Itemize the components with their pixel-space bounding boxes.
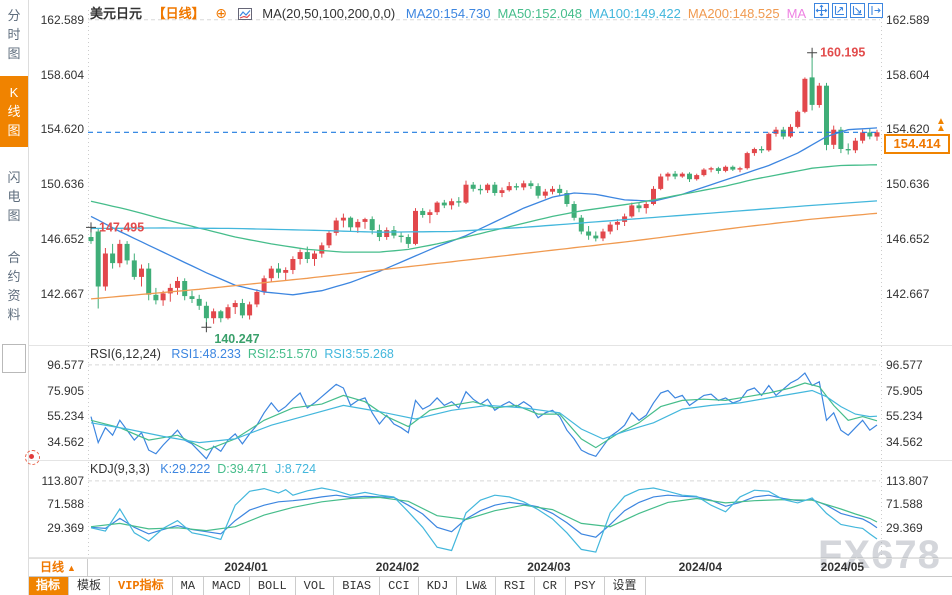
toolbar-tab-5[interactable]: BOLL	[250, 577, 296, 595]
sidebar-item-3[interactable]: 合约资料	[7, 250, 21, 322]
toolbar-tab-11[interactable]: RSI	[496, 577, 535, 595]
toolbar-tab-3[interactable]: MA	[173, 577, 205, 595]
sidebar-item-2[interactable]: 闪电图	[7, 170, 21, 223]
date-tick-3: 2024/04	[678, 560, 723, 574]
triangle-up-icon: ▲	[67, 563, 76, 573]
toolbar-tab-1[interactable]: 模板	[69, 577, 111, 595]
chart-toolbar-icons	[814, 3, 883, 18]
price-tick-right-4: 146.652	[886, 232, 930, 247]
scale-price-axis-icon[interactable]	[832, 3, 847, 18]
price-tick-left-5: 142.667	[40, 286, 84, 301]
kdj-values: K:29.222 D:39.471 J:8.724	[160, 462, 323, 476]
rsi-tick-right-2: 55.234	[886, 409, 923, 424]
price-tick-right-3: 150.636	[886, 177, 930, 192]
scale-time-axis-icon[interactable]	[850, 3, 865, 18]
date-tick-2: 2024/03	[527, 560, 571, 574]
rsi-value-1: RSI2:51.570	[247, 347, 318, 361]
toolbar-tab-2[interactable]: VIP指标	[110, 577, 173, 595]
kdj-tick-right-1: 71.588	[886, 497, 923, 512]
toolbar-tab-7[interactable]: BIAS	[334, 577, 381, 595]
sun-marker-icon[interactable]	[25, 450, 40, 465]
price-tick-left-4: 146.652	[40, 232, 84, 247]
toolbar-tab-4[interactable]: MACD	[204, 577, 250, 595]
bottom-toolbar: 指标 模板 VIP指标 MA MACD BOLL VOL BIAS CCI KDJ LW& RSI CR…	[0, 576, 952, 595]
svg-text:160.195: 160.195	[820, 46, 865, 60]
price-tick-left-3: 150.636	[40, 177, 84, 192]
date-tick-0: 2024/01	[224, 560, 268, 574]
price-tick-right-2: 154.620	[886, 122, 930, 137]
rsi-values: RSI1:48.233 RSI2:51.570 RSI3:55.268	[171, 347, 401, 361]
period-label: 【日线】	[152, 6, 205, 21]
toolbar-tab-8[interactable]: CCI	[380, 577, 419, 595]
kdj-header: KDJ(9,3,3) K:29.222 D:39.471 J:8.724	[90, 462, 330, 476]
rsi-tick-left-1: 75.905	[47, 383, 84, 398]
date-tick-4: 2024/05	[820, 560, 865, 574]
price-tick-right-5: 142.667	[886, 286, 930, 301]
current-price-tag: 154.414	[884, 134, 950, 155]
kdj-tick-left-0: 113.807	[41, 473, 85, 488]
ma-value-4: MA	[786, 6, 807, 21]
price-tick-right-0: 162.589	[886, 12, 930, 27]
date-axis: 日线 ▲ 2024/01 2024/02 2024/03 2024/04 2024/05	[0, 558, 952, 577]
ma-value-2: MA100:149.422	[589, 6, 681, 21]
kdj-tick-right-0: 113.807	[886, 473, 929, 488]
svg-text:140.247: 140.247	[214, 332, 259, 346]
rsi-header: RSI(6,12,24) RSI1:48.233 RSI2:51.570 RSI3:…	[90, 347, 408, 361]
kdj-tick-right-2: 29.369	[886, 520, 923, 535]
toolbar-tab-12[interactable]: CR	[535, 577, 566, 595]
price-tick-right-1: 158.604	[886, 67, 930, 82]
rsi-value-2: RSI3:55.268	[324, 347, 394, 361]
scroll-up-arrows-icon[interactable]: ▲ ▲	[936, 116, 946, 135]
ma-values: MA20:154.730 MA50:152.048 MA100:149.422 MA2…	[406, 6, 813, 21]
toolbar-tab-0[interactable]: 指标	[28, 577, 70, 595]
price-tick-left-0: 162.589	[40, 12, 84, 27]
toolbar-tab-14[interactable]: 设置	[605, 577, 646, 595]
rsi-title: RSI(6,12,24)	[90, 347, 161, 361]
date-tick-1: 2024/02	[375, 560, 420, 574]
toolbar-tab-10[interactable]: LW&	[457, 577, 496, 595]
period-selector-label: 日线	[40, 560, 65, 574]
svg-text:147.495: 147.495	[99, 220, 144, 234]
chart-legend-icon	[237, 6, 252, 21]
rsi-tick-right-0: 96.577	[886, 357, 923, 372]
ma-value-1: MA50:152.048	[497, 6, 583, 21]
kdj-tick-left-2: 29.369	[47, 520, 84, 535]
symbol-title: 美元日元	[90, 6, 143, 21]
price-tick-left-1: 158.604	[40, 67, 84, 82]
kdj-value-1: D:39.471	[217, 462, 269, 476]
shift-right-icon[interactable]	[868, 3, 883, 18]
toolbar-tab-6[interactable]: VOL	[296, 577, 335, 595]
kdj-title: KDJ(9,3,3)	[90, 462, 150, 476]
sidebar-empty-box	[2, 344, 26, 373]
rsi-tick-right-3: 34.562	[886, 434, 923, 449]
add-indicator-icon[interactable]: ⊕	[215, 5, 228, 21]
pan-crosshair-icon[interactable]	[814, 3, 829, 18]
ma-value-3: MA200:148.525	[687, 6, 780, 21]
rsi-value-0: RSI1:48.233	[171, 347, 241, 361]
rsi-tick-left-2: 55.234	[47, 409, 84, 424]
rsi-tick-right-1: 75.905	[886, 383, 923, 398]
ma-params: MA(20,50,100,200,0,0)	[262, 6, 396, 21]
main-chart-header: 美元日元 【日线】 ⊕ MA(20,50,100,200,0,0) MA20:1…	[90, 3, 820, 22]
kdj-tick-left-1: 71.588	[47, 497, 84, 512]
period-selector[interactable]: 日线 ▲	[28, 559, 88, 576]
kdj-value-2: J:8.724	[275, 462, 317, 476]
rsi-tick-left-3: 34.562	[47, 434, 84, 449]
toolbar-tab-9[interactable]: KDJ	[419, 577, 458, 595]
rsi-tick-left-0: 96.577	[47, 357, 84, 372]
kdj-value-0: K:29.222	[160, 462, 211, 476]
sidebar-item-0[interactable]: 分时图	[7, 8, 21, 61]
ma-value-0: MA20:154.730	[405, 6, 491, 21]
price-tick-left-2: 154.620	[40, 122, 84, 137]
toolbar-tab-13[interactable]: PSY	[566, 577, 605, 595]
